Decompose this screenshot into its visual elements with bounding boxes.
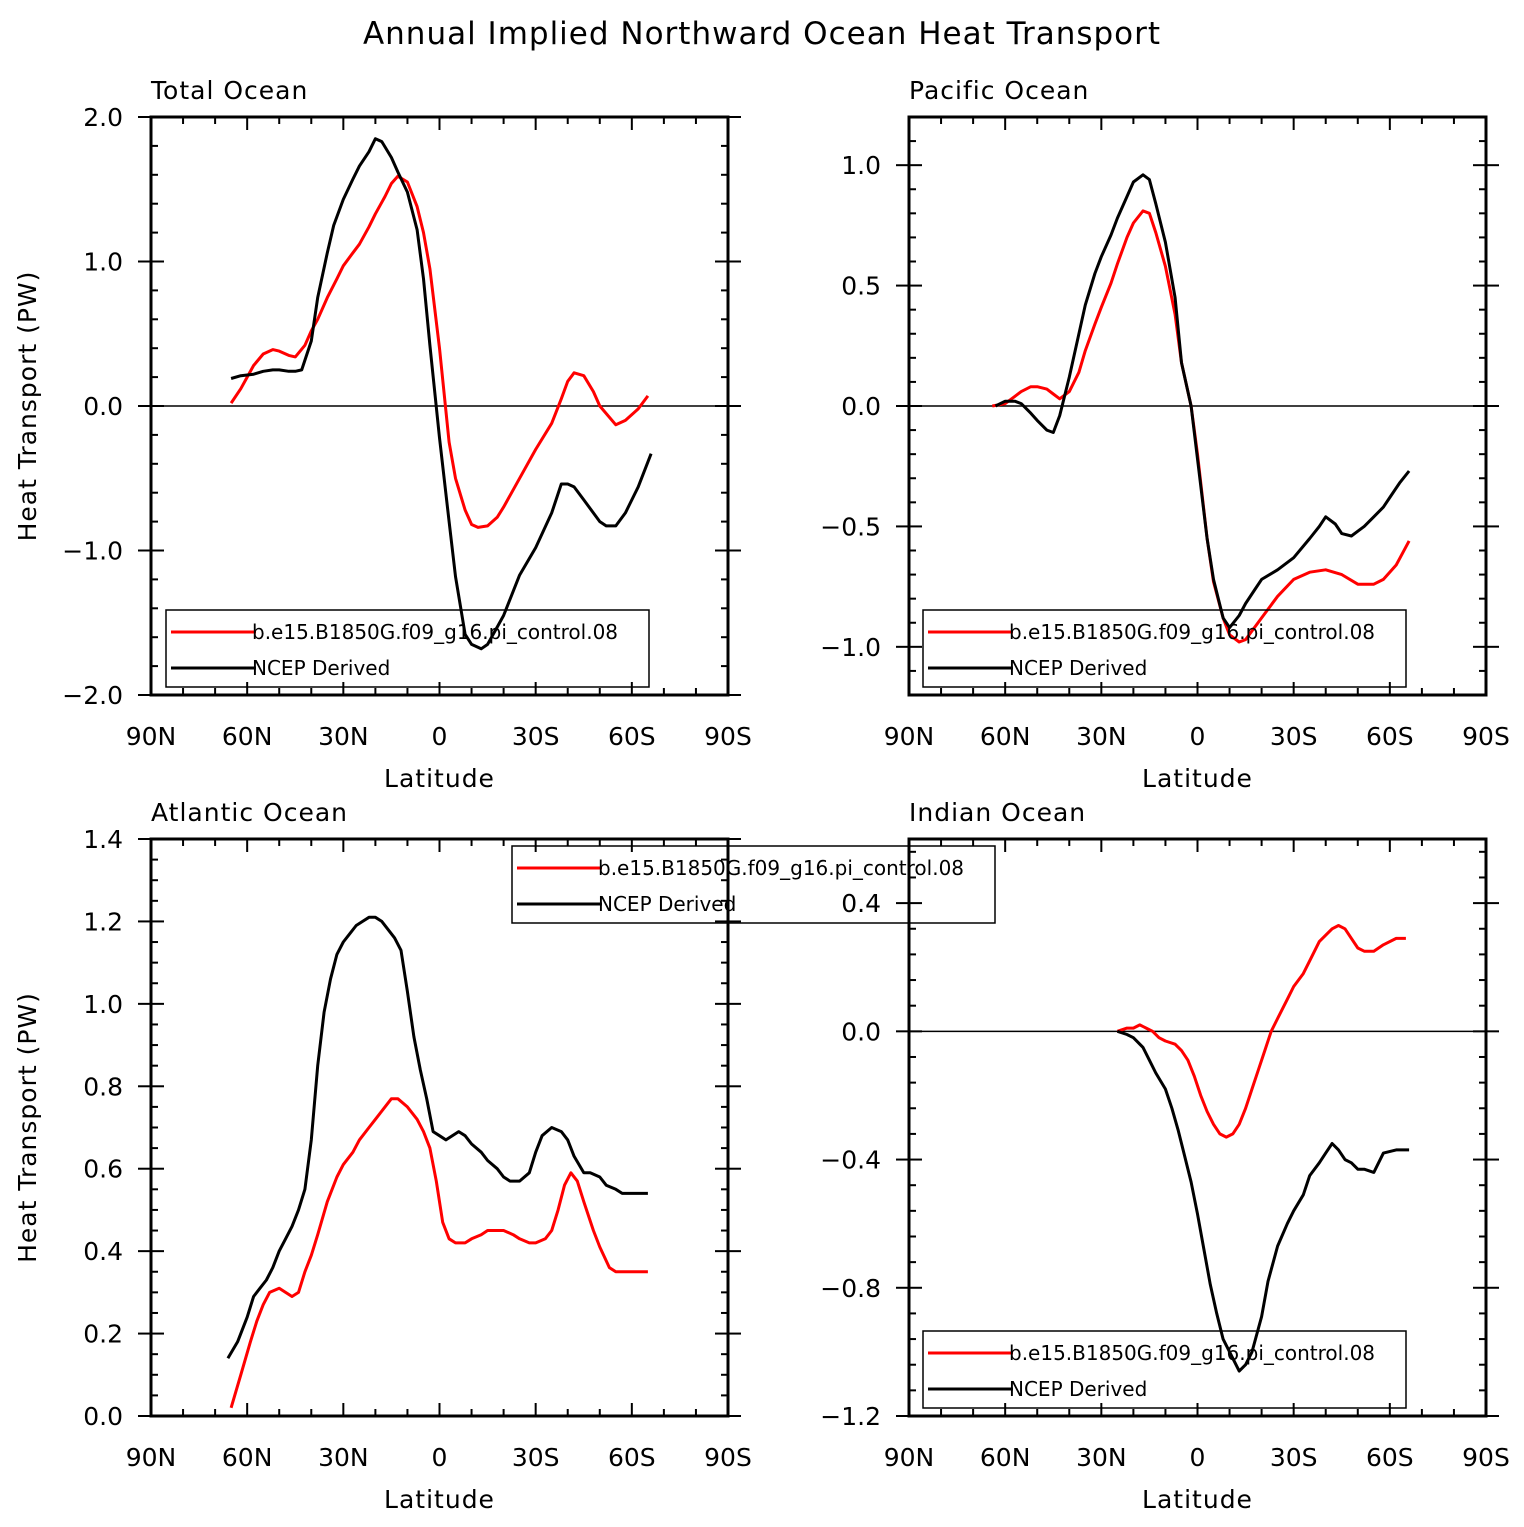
legend-box	[511, 845, 996, 924]
y-tick-label: −1.0	[820, 633, 881, 662]
x-tick-label: 30S	[512, 1443, 560, 1472]
legend-box	[165, 609, 650, 688]
panel-title: Total Ocean	[150, 76, 308, 105]
legend-label: NCEP Derived	[1009, 656, 1147, 680]
y-tick-label: 0.8	[83, 1072, 123, 1101]
panel-indian-ocean: 90N 60N 30N 0 30S 60S 90S −1.2 −0.8 −0.4 0.0 0.4 Ind…	[820, 798, 1510, 1514]
series-line-model	[229, 174, 650, 529]
x-tick-label: 60N	[980, 1443, 1031, 1472]
x-tick-label: 90S	[1462, 722, 1510, 751]
x-tick-label: 90N	[884, 1443, 935, 1472]
y-tick-label: −0.5	[820, 512, 881, 541]
panel-atlantic-ocean: 90N 60N 30N 0 30S 60S 90S 0.0 0.2 0.4 0.6 0.8 1.0 1.2…	[13, 798, 996, 1514]
y-tick-label: 1.0	[83, 248, 123, 277]
figure-title: Annual Implied Northward Ocean Heat Tran…	[363, 16, 1161, 52]
x-tick-label: 60S	[1366, 722, 1414, 751]
legend: b.e15.B1850G.f09_g16.pi_control.08 NCEP D…	[511, 845, 996, 924]
series-line-model	[992, 209, 1411, 644]
y-tick-label: 0.2	[83, 1320, 123, 1349]
legend-label: b.e15.B1850G.f09_g16.pi_control.08	[1009, 1341, 1375, 1365]
y-axis-label: Heat Transport (PW)	[13, 992, 42, 1263]
y-tick-label: 0.4	[841, 889, 881, 918]
legend-label: NCEP Derived	[598, 892, 736, 916]
x-tick-label: 90S	[704, 722, 752, 751]
y-tick-label: 0.5	[841, 272, 881, 301]
series-line-ncep	[1116, 1029, 1410, 1373]
x-tick-label: 0	[432, 1443, 448, 1472]
legend-label: b.e15.B1850G.f09_g16.pi_control.08	[1009, 620, 1375, 644]
y-tick-label: 2.0	[83, 103, 123, 132]
x-tick-label: 30S	[1270, 1443, 1318, 1472]
y-tick-label: 0.6	[83, 1155, 123, 1184]
y-tick-label: 0.0	[83, 392, 123, 421]
legend-label: NCEP Derived	[1009, 1377, 1147, 1401]
x-tick-label: 0	[432, 722, 448, 751]
panels: 90N 60N 30N 0 30S 60S 90S −2.0 −1.0 0.0 1.0 2.0 Tota…	[13, 76, 1510, 1514]
y-tick-label: 0.0	[841, 1017, 881, 1046]
legend-label: b.e15.B1850G.f09_g16.pi_control.08	[252, 620, 618, 644]
x-tick-label: 90S	[704, 1443, 752, 1472]
series-line-ncep	[994, 173, 1411, 630]
x-tick-label: 30N	[318, 1443, 369, 1472]
x-axis-label: Latitude	[384, 764, 495, 793]
plot-frame	[149, 837, 730, 1418]
series-line-ncep	[230, 137, 653, 651]
x-tick-label: 90N	[126, 722, 177, 751]
series-line-model	[229, 1097, 648, 1409]
x-tick-label: 90N	[884, 722, 935, 751]
x-tick-label: 30S	[512, 722, 560, 751]
y-tick-label: −0.8	[820, 1274, 881, 1303]
plot-frame	[907, 837, 1488, 1418]
x-tick-label: 60N	[980, 722, 1031, 751]
x-tick-label: 30S	[1270, 722, 1318, 751]
y-tick-label: 0.4	[83, 1237, 123, 1266]
y-axis-label: Heat Transport (PW)	[13, 271, 42, 542]
y-tick-label: −2.0	[62, 681, 123, 710]
y-tick-label: 1.0	[841, 151, 881, 180]
x-axis-label: Latitude	[1142, 1485, 1253, 1514]
panel-pacific-ocean: 90N 60N 30N 0 30S 60S 90S −1.0 −0.5 0.0 0.5 1.0 Paci…	[820, 76, 1510, 793]
legend-label: NCEP Derived	[252, 656, 390, 680]
series-line-ncep	[226, 915, 648, 1360]
x-tick-label: 0	[1190, 1443, 1206, 1472]
x-tick-label: 30N	[318, 722, 369, 751]
x-tick-label: 90N	[126, 1443, 177, 1472]
x-tick-label: 0	[1190, 722, 1206, 751]
y-tick-label: −0.4	[820, 1146, 881, 1175]
panel-title: Pacific Ocean	[909, 76, 1089, 105]
y-tick-label: 1.0	[83, 990, 123, 1019]
x-tick-label: 30N	[1076, 722, 1127, 751]
legend-label: b.e15.B1850G.f09_g16.pi_control.08	[598, 856, 964, 880]
legend-box	[922, 1330, 1407, 1409]
y-tick-label: 1.2	[83, 907, 123, 936]
legend: b.e15.B1850G.f09_g16.pi_control.08 NCEP D…	[165, 609, 650, 688]
y-tick-label: 1.4	[83, 825, 123, 854]
x-tick-label: 60S	[608, 1443, 656, 1472]
legend-box	[922, 609, 1407, 688]
x-tick-label: 30N	[1076, 1443, 1127, 1472]
panel-title: Atlantic Ocean	[151, 798, 348, 827]
y-tick-label: −1.0	[62, 537, 123, 566]
x-tick-label: 60S	[1366, 1443, 1414, 1472]
y-tick-label: 0.0	[83, 1402, 123, 1431]
x-axis-label: Latitude	[384, 1485, 495, 1514]
y-tick-label: −1.2	[820, 1402, 881, 1431]
legend: b.e15.B1850G.f09_g16.pi_control.08 NCEP D…	[922, 1330, 1407, 1409]
x-tick-label: 60N	[222, 722, 273, 751]
series-line-model	[1116, 924, 1406, 1139]
panel-title: Indian Ocean	[909, 798, 1086, 827]
x-tick-label: 60S	[608, 722, 656, 751]
y-tick-label: 0.0	[841, 392, 881, 421]
x-tick-label: 60N	[222, 1443, 273, 1472]
legend: b.e15.B1850G.f09_g16.pi_control.08 NCEP D…	[922, 609, 1407, 688]
x-axis-label: Latitude	[1142, 764, 1253, 793]
panel-total-ocean: 90N 60N 30N 0 30S 60S 90S −2.0 −1.0 0.0 1.0 2.0 Tota…	[13, 76, 752, 793]
x-tick-label: 90S	[1462, 1443, 1510, 1472]
